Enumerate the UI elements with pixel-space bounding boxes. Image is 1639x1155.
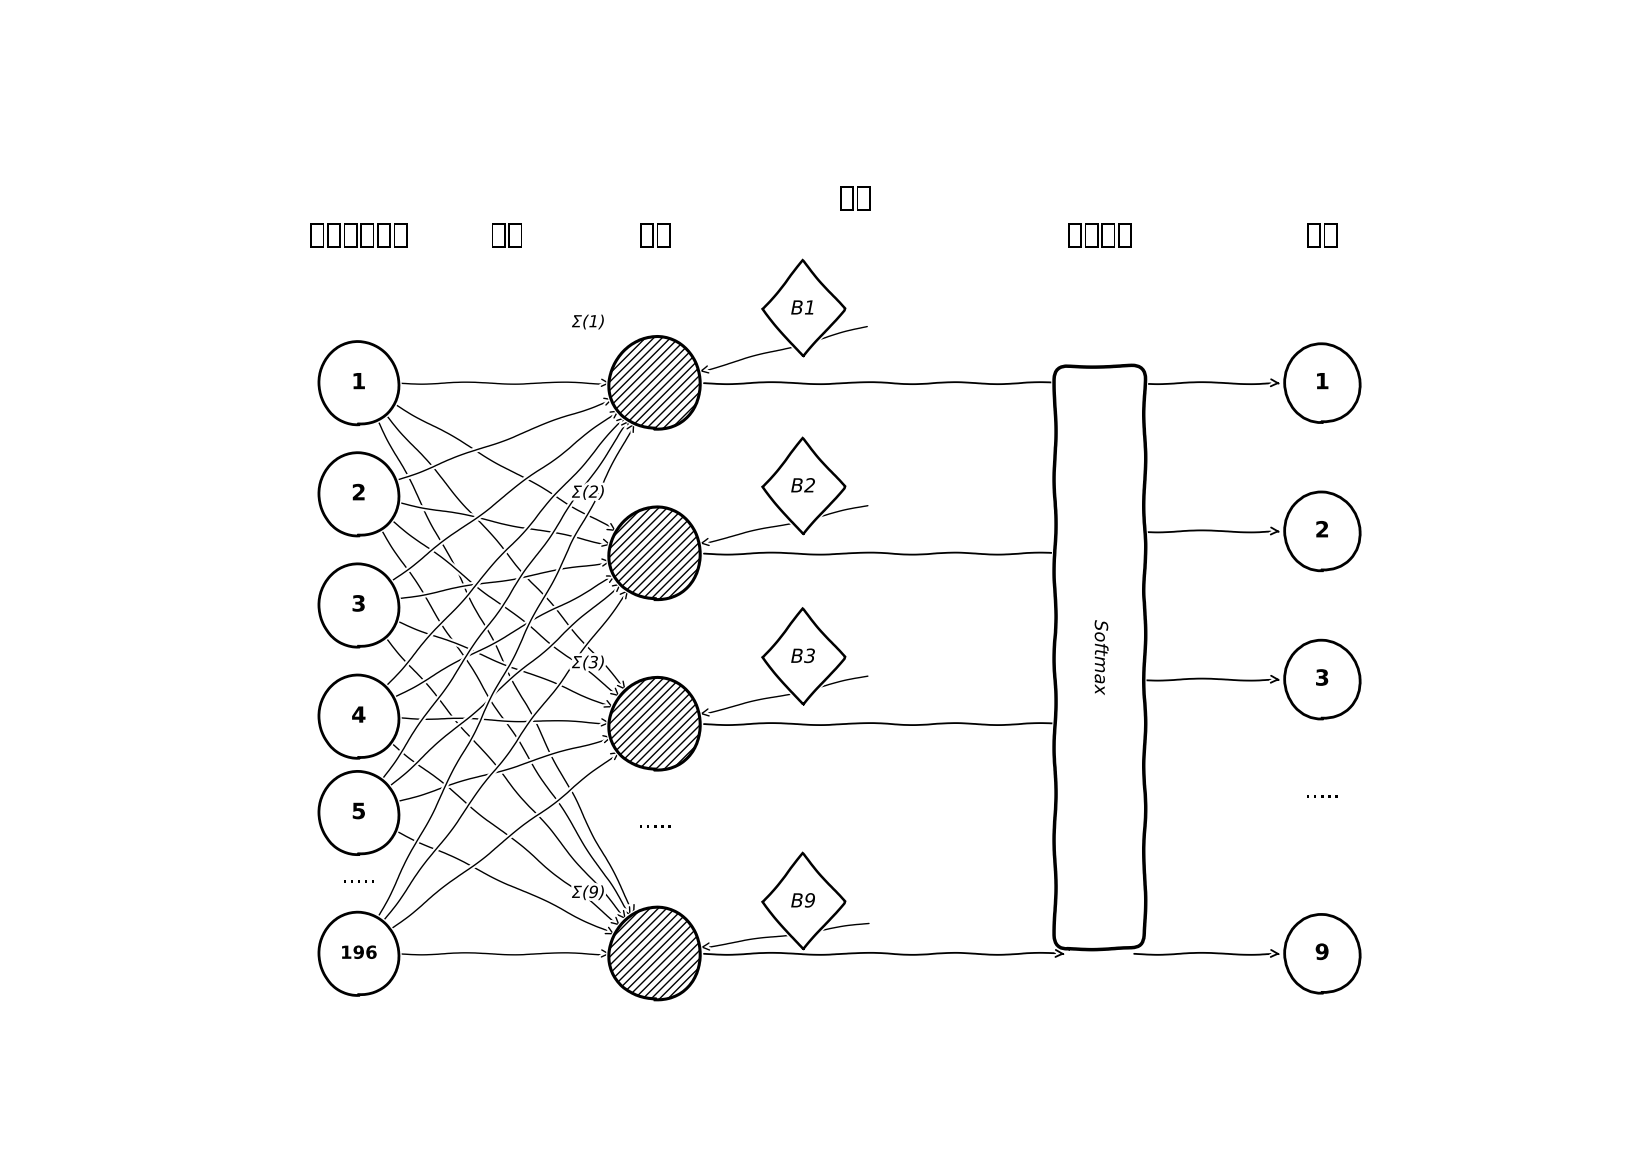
Text: 2: 2 [1314, 521, 1329, 542]
Text: Softmax: Softmax [1090, 620, 1108, 695]
Text: B2: B2 [790, 477, 816, 497]
Text: 5: 5 [351, 803, 365, 824]
Text: 1: 1 [1314, 373, 1329, 393]
FancyBboxPatch shape [1054, 366, 1144, 948]
Circle shape [1283, 915, 1360, 992]
Text: 3: 3 [1314, 670, 1329, 690]
Text: 求和: 求和 [638, 221, 672, 249]
Text: Σ(9): Σ(9) [570, 884, 605, 902]
Text: 2: 2 [351, 484, 365, 505]
Text: B3: B3 [790, 648, 816, 666]
Circle shape [1283, 493, 1360, 569]
Circle shape [1283, 344, 1360, 422]
Text: Σ(3): Σ(3) [570, 654, 605, 672]
Circle shape [610, 508, 701, 599]
Text: 3: 3 [351, 596, 365, 616]
Circle shape [318, 565, 400, 647]
Text: 4: 4 [351, 707, 365, 726]
Text: B1: B1 [790, 299, 816, 319]
Polygon shape [762, 261, 844, 357]
Text: B9: B9 [790, 893, 816, 911]
Circle shape [610, 908, 701, 1000]
Text: 权重: 权重 [490, 221, 523, 249]
Circle shape [610, 337, 701, 430]
Text: Σ(1): Σ(1) [570, 313, 605, 331]
Circle shape [318, 773, 400, 854]
Circle shape [318, 342, 400, 424]
Circle shape [318, 676, 400, 758]
Text: Σ(2): Σ(2) [570, 484, 605, 501]
Circle shape [318, 914, 400, 994]
Text: ·····: ····· [638, 818, 672, 837]
Circle shape [1283, 641, 1360, 718]
Polygon shape [762, 609, 844, 706]
Text: 偏置: 偏置 [838, 184, 872, 211]
Text: 分类: 分类 [1305, 221, 1337, 249]
Polygon shape [762, 439, 844, 535]
Text: ·····: ····· [341, 873, 375, 894]
Polygon shape [762, 854, 844, 951]
Text: 9: 9 [1314, 944, 1329, 963]
Text: 激活函数: 激活函数 [1065, 221, 1133, 249]
Text: 输入（像素）: 输入（像素） [308, 221, 408, 249]
Text: 1: 1 [351, 373, 365, 393]
Circle shape [610, 678, 701, 770]
Circle shape [318, 454, 400, 535]
Text: ·····: ····· [1305, 788, 1339, 808]
Text: 196: 196 [339, 945, 377, 963]
